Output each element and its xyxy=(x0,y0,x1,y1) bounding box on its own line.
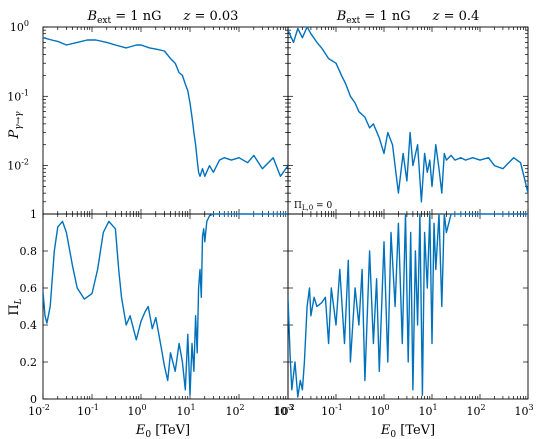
x-tick-label: 102 xyxy=(225,403,244,418)
panel-bottom-right: 10-2 10-1 100 101 102 103 xyxy=(273,213,534,418)
x-tick-label: 101 xyxy=(418,403,437,418)
x-tick-label: 10-1 xyxy=(77,403,99,418)
y-tick-label: 0 xyxy=(30,393,37,406)
xlabel-left: E0 [TeV] xyxy=(135,423,190,439)
ylabel-top: Pγ→γ xyxy=(7,111,24,140)
x-tick-label: 103 xyxy=(274,403,293,418)
panel-frame xyxy=(287,213,529,400)
y-tick-label: 100 xyxy=(10,19,29,34)
x-tick-label: 100 xyxy=(127,403,146,418)
x-tick-label: 101 xyxy=(176,403,195,418)
pi-l0-annotation: ΠL,0 = 0 xyxy=(294,201,332,212)
y-tick-label: 1 xyxy=(30,208,37,221)
x-tick-label: 100 xyxy=(370,403,389,418)
x-tick-label: 10-2 xyxy=(273,403,295,418)
y-tick-label: 10-1 xyxy=(7,88,29,103)
panel-top-left: 100 10-1 10-2 xyxy=(7,19,289,215)
x-tick-label: 103 xyxy=(514,403,533,418)
x-tick-label: 10-2 xyxy=(28,403,50,418)
panel-frame xyxy=(42,26,289,215)
panel-title-right: Bext = 1 nG z = 0.4 xyxy=(336,9,480,26)
x-tick-label: 10-1 xyxy=(321,403,343,418)
ylabel-bottom: ΠL xyxy=(7,298,24,315)
xlabel-right: E0 [TeV] xyxy=(380,423,435,439)
series-line xyxy=(288,213,528,398)
y-tick-label: 10-2 xyxy=(7,158,29,173)
y-tick-label: 0.6 xyxy=(20,282,38,295)
panel-title-left: Bext = 1 nG z = 0.03 xyxy=(87,9,239,26)
y-tick-label: 0.4 xyxy=(20,319,38,332)
panel-top-right xyxy=(287,26,529,215)
panel-frame xyxy=(287,26,529,215)
panel-bottom-left: 10-2 10-1 100 101 102 103 0 0.2 0.4 0.6 0.8 1 xyxy=(20,208,294,418)
series-line xyxy=(43,37,288,177)
x-tick-label: 102 xyxy=(466,403,485,418)
series-line xyxy=(43,213,288,396)
y-tick-label: 0.2 xyxy=(20,356,38,369)
series-line xyxy=(288,26,528,203)
y-tick-label: 0.8 xyxy=(20,245,38,258)
